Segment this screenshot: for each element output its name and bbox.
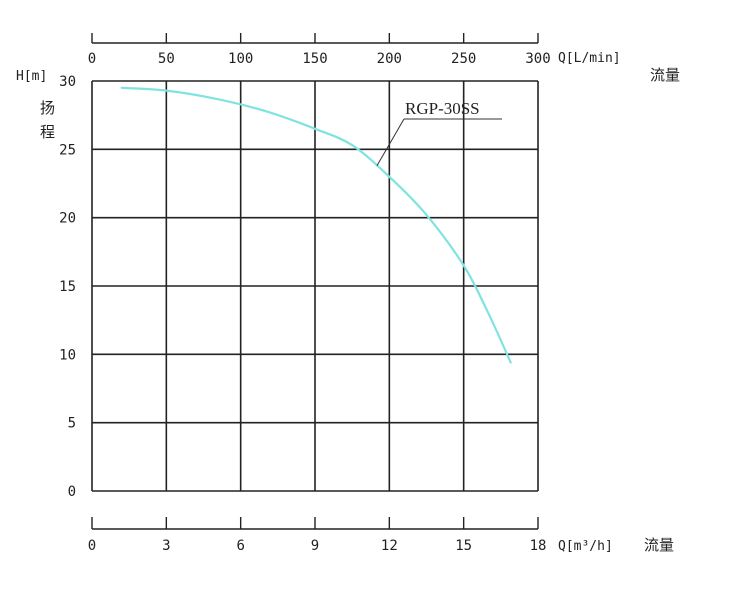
- y-tick-label-15: 15: [59, 279, 76, 295]
- top-tick-label-200: 200: [377, 51, 402, 67]
- top-axis-label: Q[L/min]: [558, 51, 621, 66]
- annotation-leader-line: [376, 118, 405, 166]
- bottom-axis-sublabel: 流量: [644, 536, 674, 554]
- y-tick-label-0: 0: [68, 484, 76, 500]
- y-tick-label-20: 20: [59, 211, 76, 227]
- bottom-tick-label-9: 9: [311, 538, 319, 554]
- bottom-axis: 0 3 6 9 12 15 18: [88, 517, 547, 554]
- y-tick-label-25: 25: [59, 142, 76, 158]
- bottom-tick-label-3: 3: [162, 538, 170, 554]
- bottom-axis-label: Q[m³/h]: [558, 539, 613, 554]
- bottom-tick-label-18: 18: [530, 538, 547, 554]
- top-axis: 0 50 100 150 200 250 300: [88, 33, 551, 67]
- y-axis: 0 5 10 15 20 25 30: [59, 74, 76, 500]
- y-axis-sublabel-2: 程: [40, 123, 55, 141]
- series-line-0: [120, 86, 512, 364]
- top-tick-label-0: 0: [88, 51, 96, 67]
- top-tick-label-150: 150: [302, 51, 327, 67]
- top-tick-label-300: 300: [525, 51, 550, 67]
- top-axis-sublabel: 流量: [650, 66, 680, 84]
- series-group: [120, 86, 512, 364]
- y-tick-label-10: 10: [59, 347, 76, 363]
- y-axis-sublabel-1: 扬: [40, 99, 55, 117]
- y-tick-label-30: 30: [59, 74, 76, 90]
- grid: [91, 80, 539, 492]
- series-label-rgp-30ss: RGP-30SS: [405, 99, 480, 118]
- y-axis-label: H[m]: [16, 69, 47, 84]
- bottom-tick-label-6: 6: [236, 538, 244, 554]
- top-tick-label-50: 50: [158, 51, 175, 67]
- bottom-tick-label-12: 12: [381, 538, 398, 554]
- top-tick-label-250: 250: [451, 51, 476, 67]
- bottom-tick-label-15: 15: [455, 538, 472, 554]
- y-tick-label-5: 5: [68, 416, 76, 432]
- top-tick-label-100: 100: [228, 51, 253, 67]
- bottom-tick-label-0: 0: [88, 538, 96, 554]
